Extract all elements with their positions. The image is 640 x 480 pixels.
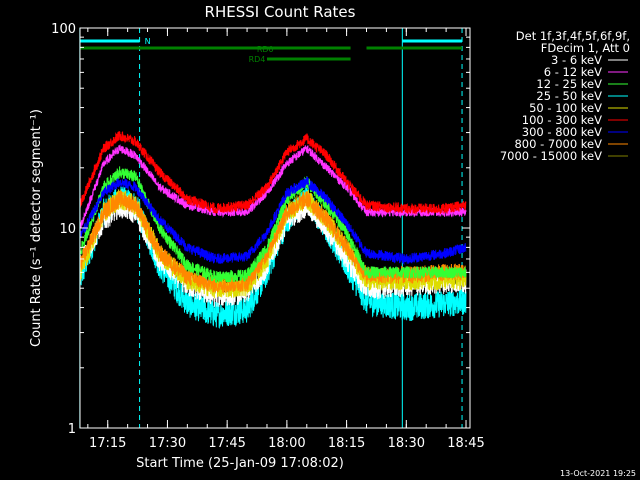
y-tick-label: 10 [59,222,76,237]
x-axis: 17:15 17:30 17:45 18:00 18:15 18:30 18:45 [87,28,485,451]
series-line [79,130,467,215]
legend: Det 1f,3f,4f,5f,6f,9f, FDecim 1, Att 0 3… [500,29,630,163]
legend-label: 800 - 7000 keV [514,137,602,151]
x-tick-label: 17:30 [149,436,186,451]
x-tick-label: 18:00 [268,436,305,451]
footer-timestamp: 13-Oct-2021 19:25 [560,469,636,478]
x-tick-label: 17:15 [89,436,126,451]
legend-label: 6 - 12 keV [544,65,602,79]
y-axis-label: Count Rate (s⁻¹ detector segment⁻¹) [29,109,44,347]
series-line [79,144,467,228]
series-line [79,190,467,294]
legend-label: 7000 - 15000 keV [500,149,602,163]
legend-label: 100 - 300 keV [522,113,602,127]
legend-label: 12 - 25 keV [536,77,602,91]
x-tick-label: 18:45 [447,436,484,451]
x-axis-label: Start Time (25-Jan-09 17:08:02) [136,456,344,471]
legend-label: 50 - 100 keV [529,101,602,115]
x-tick-label: 18:30 [388,436,425,451]
legend-label: 3 - 6 keV [551,53,602,67]
legend-header-line-1: Det 1f,3f,4f,5f,6f,9f, [516,29,630,43]
legend-label: 25 - 50 keV [536,89,602,103]
legend-label: 300 - 800 keV [522,125,602,139]
legend-header-line-2: FDecim 1, Att 0 [541,41,630,55]
annotation-label: N [145,37,151,46]
chart-title: RHESSI Count Rates [205,3,356,21]
annotation-label: RD0 [257,45,274,54]
annotation-label: RD4 [249,55,266,64]
y-tick-label: 1 [68,422,76,437]
y-tick-label: 100 [51,22,76,37]
series-line [79,176,467,266]
x-tick-label: 18:15 [328,436,365,451]
y-axis: 1 10 100 [51,22,470,437]
x-tick-label: 17:45 [208,436,245,451]
